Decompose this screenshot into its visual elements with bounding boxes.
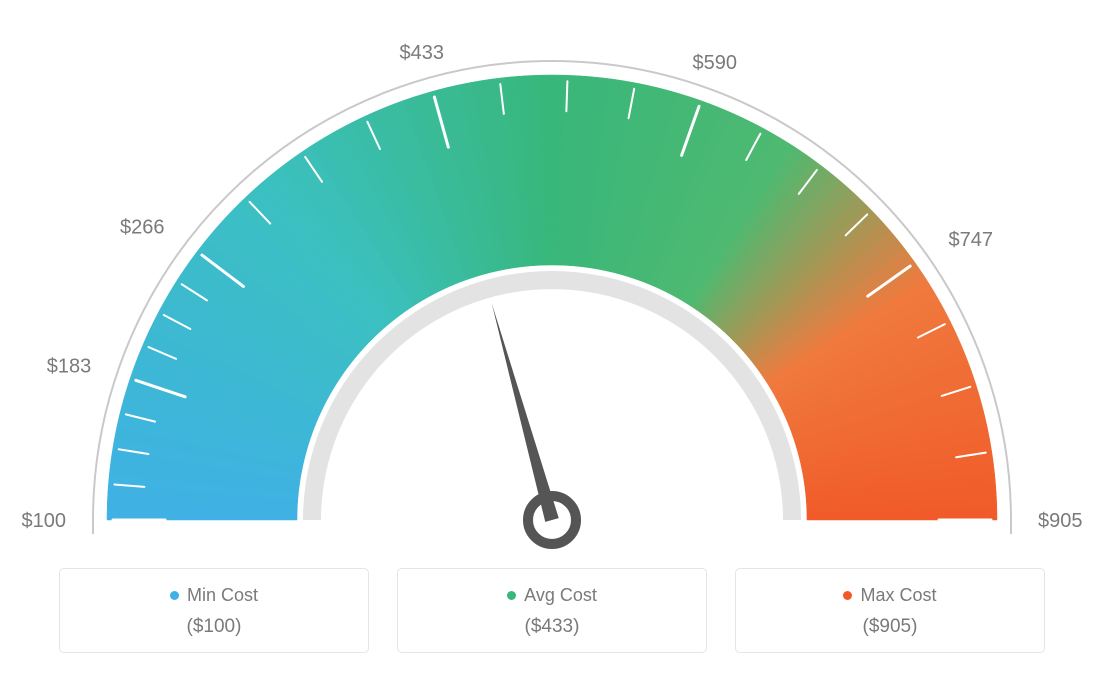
svg-text:$100: $100 [22,510,67,532]
gauge-svg: $100 $183 $266 $433 $590 $747 $905 [0,0,1104,560]
legend-max-label: Max Cost [860,585,936,606]
legend-avg-dot [507,591,516,600]
legend-avg: Avg Cost ($433) [397,568,707,653]
legend-min-dot [170,591,179,600]
svg-text:$183: $183 [47,355,92,377]
svg-text:$433: $433 [400,42,445,64]
legend-max: Max Cost ($905) [735,568,1045,653]
svg-text:$590: $590 [693,52,738,74]
legend-min-label: Min Cost [187,585,258,606]
legend-avg-label: Avg Cost [524,585,597,606]
legend-max-dot [843,591,852,600]
svg-text:$905: $905 [1038,510,1083,532]
legend-avg-value: ($433) [410,616,694,638]
gauge-chart: $100 $183 $266 $433 $590 $747 $905 [0,0,1104,560]
svg-text:$747: $747 [948,229,993,251]
legend-avg-title: Avg Cost [507,585,597,606]
svg-text:$266: $266 [120,217,165,239]
legend-row: Min Cost ($100) Avg Cost ($433) Max Cost… [0,568,1104,653]
legend-max-value: ($905) [748,616,1032,638]
legend-min-title: Min Cost [170,585,258,606]
legend-max-title: Max Cost [843,585,936,606]
legend-min: Min Cost ($100) [59,568,369,653]
legend-min-value: ($100) [72,616,356,638]
